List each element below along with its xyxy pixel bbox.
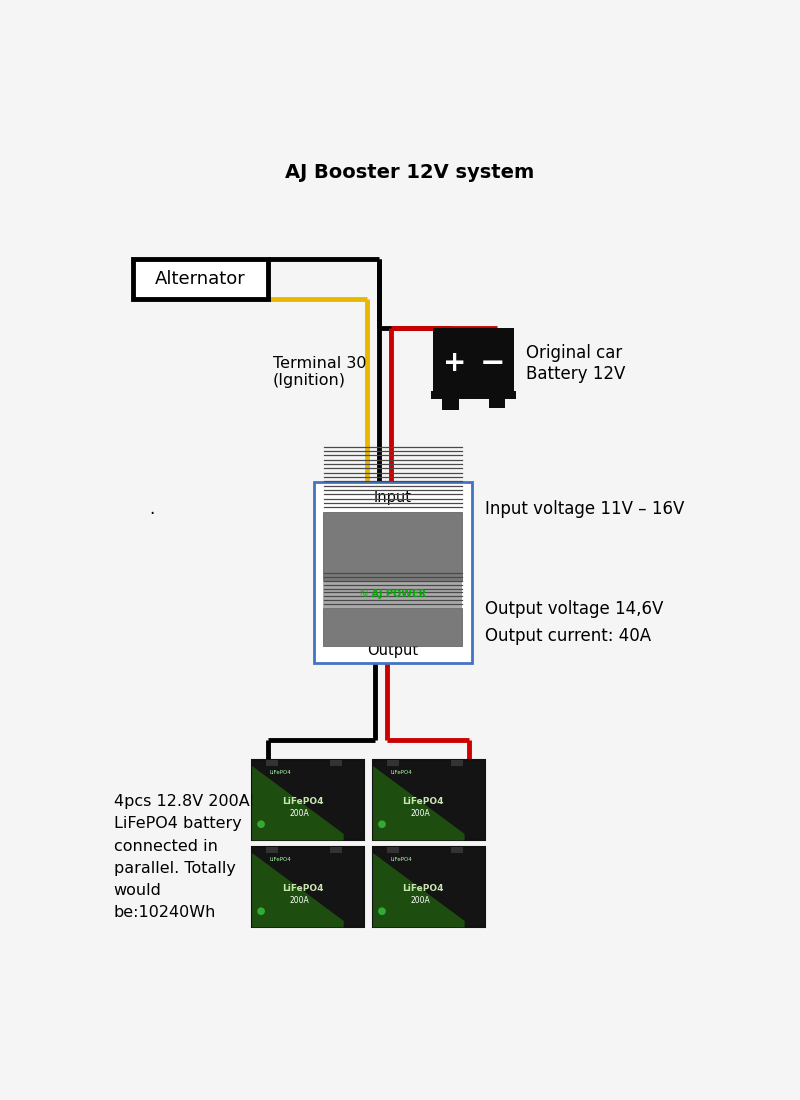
Bar — [330, 759, 342, 767]
Text: Input voltage 11V – 16V: Input voltage 11V – 16V — [486, 500, 685, 518]
Bar — [387, 759, 399, 767]
Bar — [387, 847, 399, 854]
Text: LiFePO4: LiFePO4 — [269, 857, 291, 862]
Text: −: − — [480, 349, 505, 377]
Text: Output current: 40A: Output current: 40A — [486, 627, 651, 646]
Text: Input: Input — [374, 491, 412, 505]
Text: LiFePO4: LiFePO4 — [390, 770, 412, 776]
Bar — [450, 759, 463, 767]
Bar — [252, 847, 364, 927]
Text: Alternator: Alternator — [155, 271, 246, 288]
Text: LiFePO4: LiFePO4 — [282, 884, 323, 893]
Polygon shape — [252, 852, 344, 927]
Bar — [442, 399, 459, 410]
Bar — [323, 512, 462, 581]
Bar — [330, 847, 342, 854]
Bar — [433, 328, 514, 392]
Circle shape — [258, 908, 265, 915]
Bar — [314, 482, 472, 663]
Text: 200A: 200A — [289, 896, 309, 905]
Text: LiFePO4: LiFePO4 — [402, 798, 444, 806]
Text: LiFePO4: LiFePO4 — [402, 884, 444, 893]
Bar — [373, 847, 485, 927]
Text: 200A: 200A — [410, 896, 430, 905]
Text: Output: Output — [367, 642, 418, 658]
Text: Terminal 30
(Ignition): Terminal 30 (Ignition) — [273, 356, 366, 388]
Bar — [373, 759, 485, 840]
Circle shape — [378, 908, 386, 915]
Text: 200A: 200A — [289, 810, 309, 818]
Bar — [266, 759, 278, 767]
Bar — [323, 581, 462, 608]
Bar — [252, 759, 364, 840]
Text: ℕ AJ POWER: ℕ AJ POWER — [360, 590, 426, 600]
Text: LiFePO4: LiFePO4 — [269, 770, 291, 776]
Text: 200A: 200A — [410, 810, 430, 818]
Bar — [490, 399, 505, 408]
Bar — [323, 608, 462, 647]
Text: .: . — [150, 500, 154, 518]
Text: LiFePO4: LiFePO4 — [282, 798, 323, 806]
Polygon shape — [252, 766, 344, 840]
Polygon shape — [373, 852, 465, 927]
Bar — [266, 847, 278, 854]
Bar — [430, 392, 516, 399]
Bar — [133, 260, 267, 299]
Circle shape — [378, 821, 386, 828]
Text: AJ Booster 12V system: AJ Booster 12V system — [286, 163, 534, 182]
Text: 4pcs 12.8V 200Ah
LiFePO4 battery
connected in
parallel. Totally
would
be:10240Wh: 4pcs 12.8V 200Ah LiFePO4 battery connect… — [114, 794, 259, 921]
Text: Output voltage 14,6V: Output voltage 14,6V — [486, 601, 664, 618]
Polygon shape — [373, 766, 465, 840]
Bar — [450, 847, 463, 854]
Text: +: + — [443, 349, 466, 377]
Text: Original car
Battery 12V: Original car Battery 12V — [526, 344, 625, 383]
Text: LiFePO4: LiFePO4 — [390, 857, 412, 862]
Circle shape — [258, 821, 265, 828]
